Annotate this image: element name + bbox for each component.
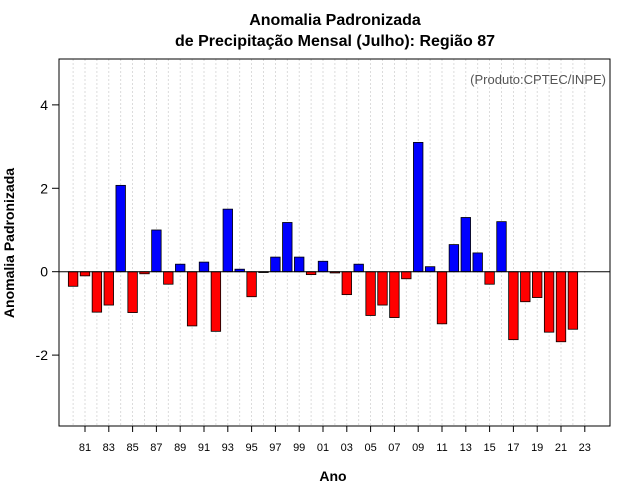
bar-2010 bbox=[424, 266, 436, 273]
bar-1980 bbox=[67, 271, 79, 287]
y-tick-label-0: 0 bbox=[40, 264, 48, 280]
bar-2009 bbox=[413, 142, 424, 273]
bar-1990 bbox=[186, 271, 198, 327]
x-tick-label-03: 03 bbox=[341, 442, 353, 454]
bar-1988 bbox=[163, 271, 174, 285]
plot-frame bbox=[58, 58, 611, 427]
x-tick-label-15: 15 bbox=[483, 442, 495, 454]
x-tick-label-05: 05 bbox=[364, 442, 376, 454]
x-tick-label-89: 89 bbox=[174, 442, 186, 454]
bars bbox=[67, 142, 579, 343]
bar-2003 bbox=[341, 271, 352, 296]
x-tick-label-19: 19 bbox=[531, 442, 543, 454]
bar-1991 bbox=[198, 261, 210, 273]
bar-2022 bbox=[567, 271, 579, 330]
x-tick-label-91: 91 bbox=[198, 442, 210, 454]
bar-2012 bbox=[448, 244, 460, 273]
x-tick-label-09: 09 bbox=[412, 442, 424, 454]
bar-2016 bbox=[496, 221, 507, 273]
bar-2020 bbox=[543, 271, 555, 333]
x-tick-label-07: 07 bbox=[388, 442, 400, 454]
bar-2021 bbox=[555, 271, 567, 343]
bar-2019 bbox=[532, 271, 543, 298]
vertical-grid bbox=[72, 59, 586, 426]
bar-2018 bbox=[520, 271, 531, 303]
bar-2001 bbox=[317, 260, 329, 273]
y-tick-label--2: -2 bbox=[36, 347, 49, 363]
bar-1992 bbox=[210, 271, 222, 332]
y-tick-label-2: 2 bbox=[40, 180, 48, 196]
x-tick-label-87: 87 bbox=[150, 442, 162, 454]
bar-2017 bbox=[508, 271, 519, 341]
x-tick-label-21: 21 bbox=[555, 442, 567, 454]
bar-1982 bbox=[91, 271, 103, 313]
bar-2011 bbox=[436, 271, 448, 325]
x-tick-label-11: 11 bbox=[436, 442, 447, 454]
bar-1993 bbox=[222, 208, 233, 273]
x-tick-label-13: 13 bbox=[460, 442, 472, 454]
y-tick-label-4: 4 bbox=[40, 97, 48, 113]
bar-2014 bbox=[472, 252, 483, 273]
x-tick-label-83: 83 bbox=[103, 442, 115, 454]
x-tick-label-81: 81 bbox=[79, 442, 91, 454]
chart-title-line-2: de Precipitação Mensal (Julho): Região 8… bbox=[175, 33, 495, 50]
x-tick-label-85: 85 bbox=[126, 442, 138, 454]
bar-2005 bbox=[365, 271, 376, 316]
bar-1997 bbox=[270, 256, 281, 273]
x-axis-label: Ano bbox=[319, 468, 346, 484]
chart-title-line-1: Anomalia Padronizada bbox=[249, 12, 421, 29]
x-tick-label-97: 97 bbox=[269, 442, 281, 454]
bar-1989 bbox=[175, 263, 186, 273]
y-axis: -2 0 2 4 bbox=[36, 97, 59, 363]
bar-1985 bbox=[127, 271, 138, 313]
x-tick-label-99: 99 bbox=[293, 442, 305, 454]
bar-2004 bbox=[353, 263, 364, 273]
x-axis: 81 83 85 87 89 91 93 95 97 99 01 03 05 07 09 11 13 15 17 19… bbox=[79, 426, 591, 454]
bar-1987 bbox=[151, 229, 162, 273]
bar-1983 bbox=[103, 271, 114, 306]
bar-1998 bbox=[282, 222, 293, 273]
x-tick-label-17: 17 bbox=[507, 442, 519, 454]
x-tick-label-95: 95 bbox=[245, 442, 257, 454]
x-tick-label-93: 93 bbox=[222, 442, 234, 454]
bar-2013 bbox=[460, 217, 471, 273]
bar-1981 bbox=[79, 271, 91, 277]
bar-2015 bbox=[484, 271, 495, 285]
source-annotation: (Produto:CPTEC/INPE) bbox=[470, 72, 606, 87]
bar-2006 bbox=[377, 271, 388, 306]
x-tick-label-23: 23 bbox=[579, 442, 591, 454]
bar-2008 bbox=[401, 271, 412, 280]
y-axis-label: Anomalia Padronizada bbox=[1, 168, 17, 318]
x-tick-label-01: 01 bbox=[317, 442, 329, 454]
bar-2007 bbox=[389, 271, 400, 318]
bar-1999 bbox=[294, 256, 305, 273]
bar-1984 bbox=[115, 184, 126, 273]
bar-1995 bbox=[246, 271, 257, 298]
